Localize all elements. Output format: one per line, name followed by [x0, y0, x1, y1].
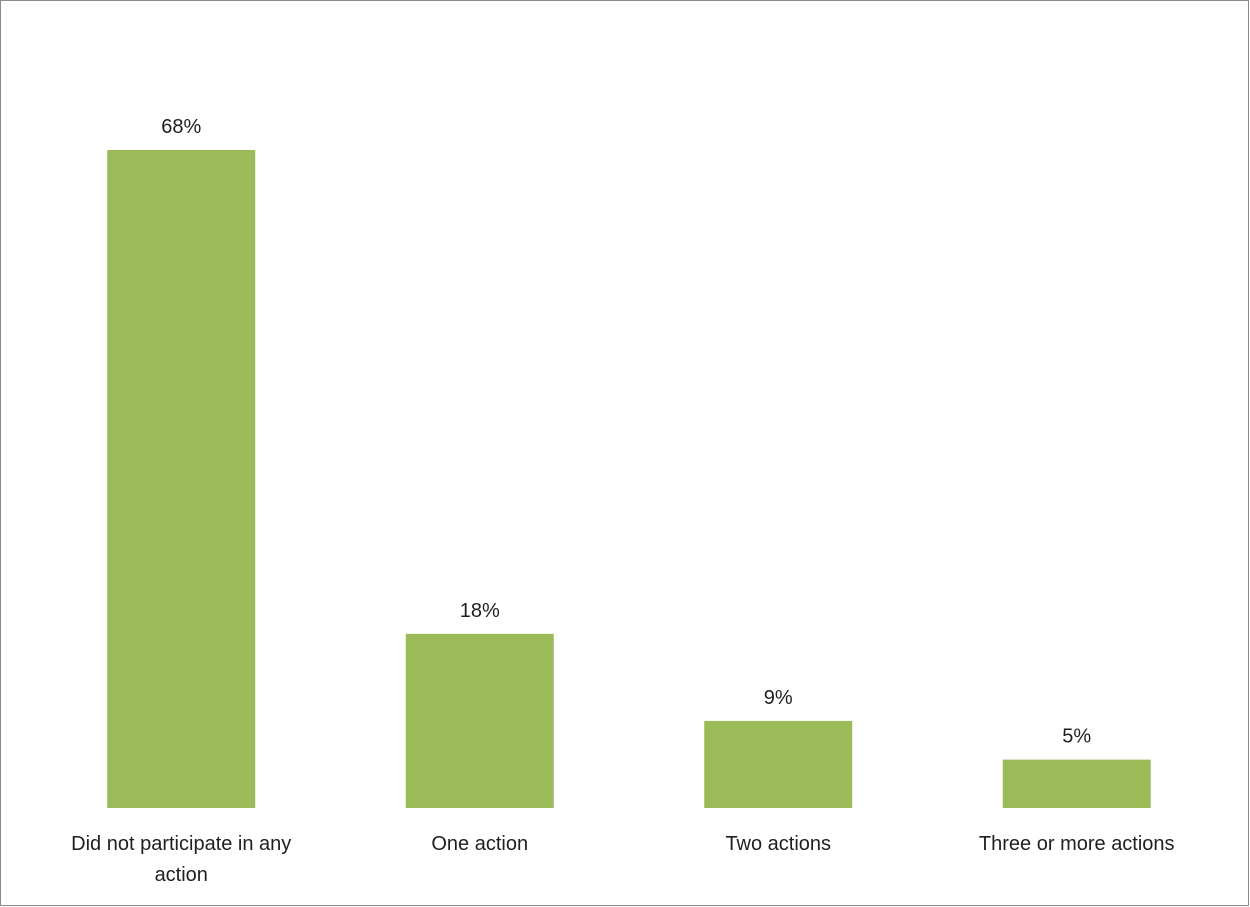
- data-label-1: 18%: [460, 600, 500, 622]
- bar-1: [405, 633, 554, 808]
- category-label-line: Did not participate in any: [71, 833, 291, 855]
- bar-0: [107, 150, 256, 808]
- category-label-line: One action: [431, 833, 528, 855]
- category-label-2: Two actions: [725, 833, 831, 855]
- category-label-0: Did not participate in any action: [71, 833, 291, 886]
- bar-2: [704, 720, 853, 808]
- category-label-line: action: [155, 864, 208, 886]
- bar-3: [1002, 759, 1151, 808]
- data-label-3: 5%: [1062, 726, 1091, 748]
- bars-layer: [107, 150, 1151, 808]
- category-label-1: One action: [431, 833, 528, 855]
- category-labels-layer: Did not participate in any action One acti…: [71, 833, 1174, 886]
- category-label-line: Two actions: [725, 833, 831, 855]
- data-label-2: 9%: [764, 687, 793, 709]
- category-label-line: Three or more actions: [979, 833, 1175, 855]
- category-label-3: Three or more actions: [979, 833, 1175, 855]
- data-label-0: 68%: [161, 116, 201, 138]
- data-labels-layer: 68% 18% 9% 5%: [161, 116, 1091, 748]
